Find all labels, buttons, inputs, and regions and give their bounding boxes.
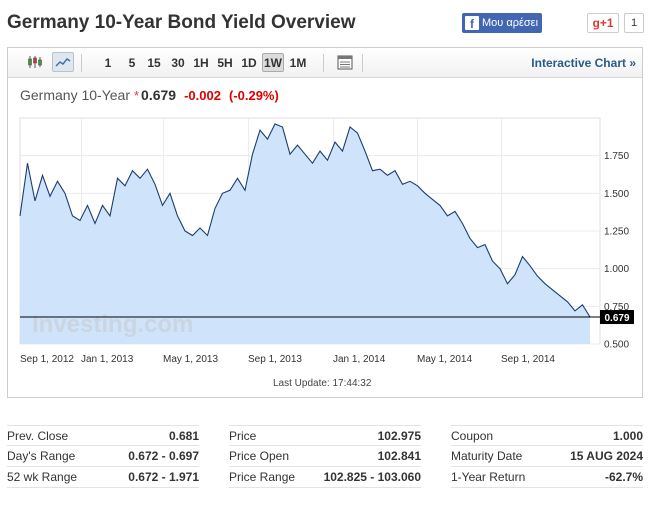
stat-value: 0.681 [168,428,199,443]
x-tick-label: May 1, 2013 [163,354,218,365]
timeframe-button-1[interactable]: 1 [104,55,112,70]
stat-label: Prev. Close [7,428,69,443]
timeframe-button-1d[interactable]: 1D [241,55,257,70]
timeframe-button-5[interactable]: 5 [128,55,136,70]
facebook-icon: f [465,16,479,30]
price-change-percent: (-0.29%) [228,88,279,103]
timeframe-button-5h[interactable]: 5H [217,55,233,70]
chart-panel: 1 5 15 30 1H 5H 1D 1W 1M Interactive Chart » Ger… [7,47,643,398]
stat-row: Maturity Date 15 AUG 2024 [451,446,643,467]
timeframe-button-15[interactable]: 15 [147,55,161,70]
y-tick-label: 1.500 [604,189,629,200]
stat-label: Price [229,428,257,443]
stat-label: Maturity Date [451,449,523,463]
x-tick-label: May 1, 2014 [417,354,472,365]
stat-value: 102.841 [377,449,421,463]
last-update-text: Last Update: 17:44:32 [273,378,372,389]
yield-chart[interactable]: Investing.com 0.679 0.500 0.750 1.000 1.250 1.… [8,48,642,397]
stat-value: 102.825 - 103.060 [323,470,421,484]
y-tick-label: 0.500 [604,340,629,351]
y-tick-label: 0.750 [604,302,629,313]
stat-label: Price Open [229,449,290,463]
google-plus-count: 1 [624,13,644,33]
stat-label: Price Range [229,470,296,484]
stat-label: 1-Year Return [451,470,526,484]
last-price: 0.679 [141,87,177,103]
stat-value: 0.672 - 0.697 [128,449,199,463]
stat-label: Coupon [451,428,494,443]
timeframe-button-30[interactable]: 30 [171,55,185,70]
stat-value: 1.000 [612,428,643,443]
y-tick-label: 1.750 [604,151,629,162]
stat-value: 15 AUG 2024 [570,449,643,463]
yield-area [20,124,590,344]
instrument-name: Germany 10-Year [20,87,130,103]
timeframe-button-1m[interactable]: 1M [289,55,307,70]
current-value-label: 0.679 [604,313,629,324]
y-tick-label: 1.250 [604,227,629,238]
stat-row: Day's Range 0.672 - 0.697 [7,446,199,467]
stat-row: Prev. Close 0.681 [7,425,199,446]
quote-summary: Germany 10-Year * 0.679 -0.002 (-0.29%) [20,87,279,103]
timeframe-button-1w[interactable]: 1W [262,53,284,72]
stats-column-1: Prev. Close 0.681 Day's Range 0.672 - 0.697… [7,425,199,488]
table-view-icon[interactable] [334,52,356,72]
stat-value: 102.975 [377,428,421,443]
price-change: -0.002 [184,88,221,103]
facebook-like-button[interactable]: f Μου αρέσει [462,13,542,33]
stats-column-2: Price 102.975 Price Open 102.841 Price Range… [229,425,421,488]
watermark-logo: Investing.com [32,311,193,338]
toolbar-divider [362,54,363,72]
page-header: Germany 10-Year Bond Yield Overview f Μο… [7,12,647,36]
current-value-badge [600,310,634,325]
x-tick-label: Jan 1, 2014 [333,354,386,365]
toolbar-divider [323,54,324,72]
stat-row: Price 102.975 [229,425,421,446]
x-tick-label: Sep 1, 2014 [501,354,555,365]
star-icon: * [133,88,140,103]
y-tick-label: 1.000 [604,264,629,275]
stat-label: Day's Range [7,449,76,463]
stat-row: 1-Year Return -62.7% [451,467,643,488]
interactive-chart-link[interactable]: Interactive Chart » [531,56,636,70]
timeframe-button-1h[interactable]: 1H [193,55,209,70]
stat-value: 0.672 - 1.971 [128,470,199,484]
candlestick-icon[interactable] [24,52,46,72]
x-tick-label: Sep 1, 2013 [248,354,302,365]
google-plus-button[interactable]: g+1 [587,13,619,33]
yield-line [19,123,591,318]
toolbar-divider [81,54,82,72]
stats-column-3: Coupon 1.000 Maturity Date 15 AUG 2024 1-Yea… [451,425,643,488]
stat-label: 52 wk Range [7,470,78,484]
stat-row: 52 wk Range 0.672 - 1.971 [7,467,199,488]
stat-row: Price Open 102.841 [229,446,421,467]
page-title: Germany 10-Year Bond Yield Overview [7,12,356,33]
stat-row: Coupon 1.000 [451,425,643,446]
facebook-like-label: Μου αρέσει [482,17,539,29]
stat-value: -62.7% [604,470,643,484]
x-tick-label: Jan 1, 2013 [81,354,134,365]
chart-toolbar: 1 5 15 30 1H 5H 1D 1W 1M Interactive Chart » [8,48,642,78]
stat-row: Price Range 102.825 - 103.060 [229,467,421,488]
area-chart-icon[interactable] [52,52,74,72]
x-tick-label: Sep 1, 2012 [20,354,74,365]
